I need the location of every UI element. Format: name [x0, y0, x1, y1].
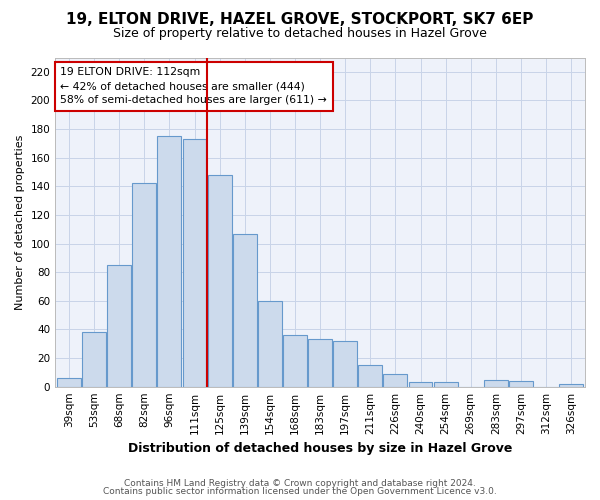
Bar — [107, 265, 131, 386]
Bar — [258, 301, 282, 386]
Bar — [358, 365, 382, 386]
Bar — [208, 175, 232, 386]
Bar — [484, 380, 508, 386]
Bar — [233, 234, 257, 386]
Bar — [283, 335, 307, 386]
Y-axis label: Number of detached properties: Number of detached properties — [15, 134, 25, 310]
Bar — [308, 340, 332, 386]
Bar — [409, 382, 433, 386]
Text: Contains public sector information licensed under the Open Government Licence v3: Contains public sector information licen… — [103, 487, 497, 496]
Text: 19, ELTON DRIVE, HAZEL GROVE, STOCKPORT, SK7 6EP: 19, ELTON DRIVE, HAZEL GROVE, STOCKPORT,… — [67, 12, 533, 28]
Bar — [82, 332, 106, 386]
Bar — [434, 382, 458, 386]
Text: Size of property relative to detached houses in Hazel Grove: Size of property relative to detached ho… — [113, 28, 487, 40]
Bar — [559, 384, 583, 386]
Text: Contains HM Land Registry data © Crown copyright and database right 2024.: Contains HM Land Registry data © Crown c… — [124, 478, 476, 488]
Bar — [57, 378, 81, 386]
X-axis label: Distribution of detached houses by size in Hazel Grove: Distribution of detached houses by size … — [128, 442, 512, 455]
Bar — [157, 136, 181, 386]
Bar — [509, 381, 533, 386]
Bar — [333, 341, 357, 386]
Bar — [182, 139, 206, 386]
Bar — [133, 184, 156, 386]
Text: 19 ELTON DRIVE: 112sqm
← 42% of detached houses are smaller (444)
58% of semi-de: 19 ELTON DRIVE: 112sqm ← 42% of detached… — [61, 68, 327, 106]
Bar — [383, 374, 407, 386]
